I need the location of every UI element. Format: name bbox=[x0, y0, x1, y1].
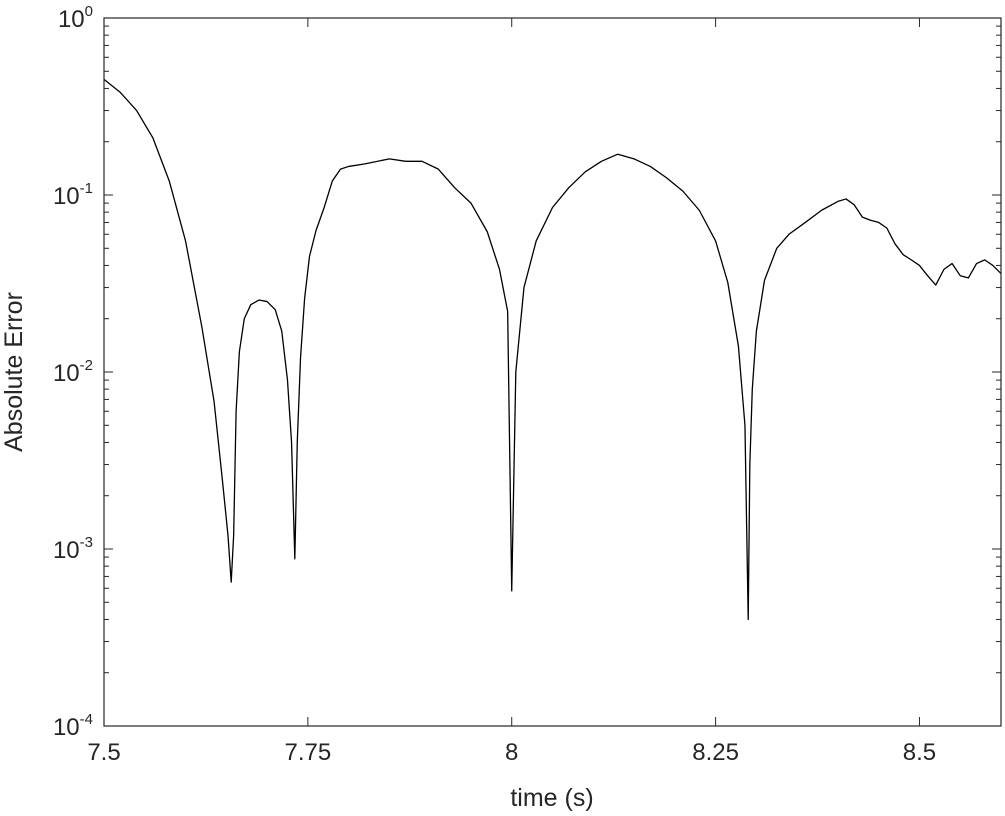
y-axis-title: Absolute Error bbox=[0, 292, 28, 452]
x-tick-label: 8.5 bbox=[903, 739, 936, 766]
x-tick-label: 8 bbox=[505, 739, 518, 766]
y-tick-labels: 10-4 10-3 10-2 10-1 100 bbox=[53, 3, 93, 741]
y-tick-label: 10-2 bbox=[53, 357, 93, 387]
plot-background bbox=[104, 18, 1001, 726]
y-tick-label: 10-3 bbox=[53, 534, 93, 564]
y-tick-label: 10-1 bbox=[53, 180, 93, 210]
y-tick-label: 10-4 bbox=[53, 711, 93, 741]
x-tick-label: 7.75 bbox=[285, 739, 332, 766]
x-tick-labels: 7.5 7.75 8 8.25 8.5 bbox=[87, 739, 936, 766]
y-tick-label: 100 bbox=[58, 3, 93, 33]
series-line-0 bbox=[103, 78, 1002, 621]
series-group bbox=[103, 78, 1002, 621]
plot-frame bbox=[103, 17, 1002, 727]
x-axis-title: time (s) bbox=[510, 784, 593, 812]
x-tick-label: 7.5 bbox=[87, 739, 120, 766]
x-tick-label: 8.25 bbox=[692, 739, 739, 766]
